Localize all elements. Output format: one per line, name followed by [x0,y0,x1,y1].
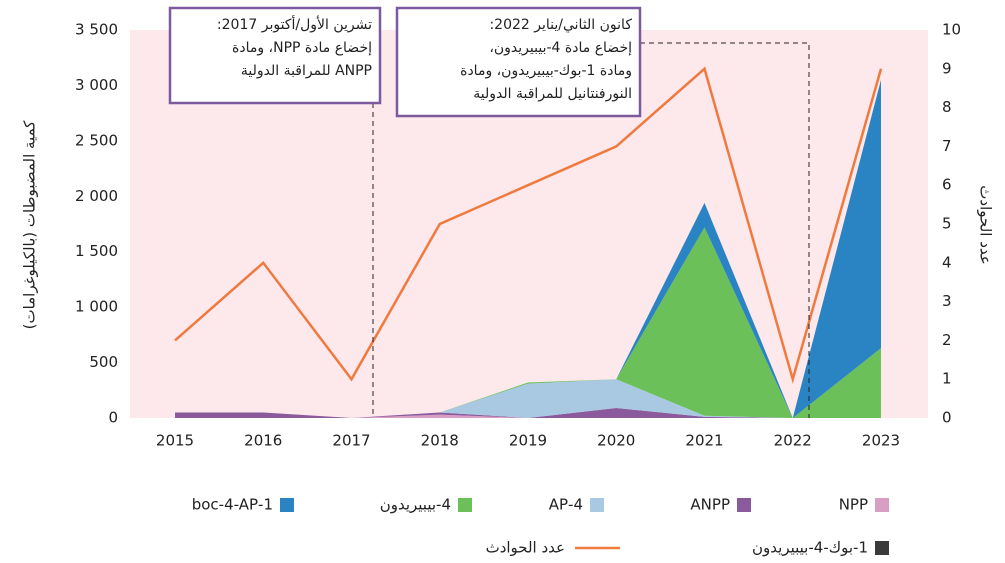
legend-swatch [458,498,472,512]
y2-tick-label: 9 [942,59,952,77]
annotation-text: ANPP للمراقبة الدولية [241,63,372,79]
legend-label: 4-بيبيريدون [380,496,451,514]
x-tick-label: 2016 [244,432,282,450]
y2-tick-label: 5 [942,215,952,233]
y-tick-label: 2 000 [75,187,118,205]
y2-tick-label: 1 [942,370,952,388]
y-tick-label: 500 [89,353,118,371]
y-tick-label: 3 500 [75,21,118,39]
x-tick-label: 2019 [509,432,547,450]
area [175,79,881,418]
annotation-text: النورفنتانيل للمراقبة الدولية [473,86,632,102]
y-tick-label: 0 [108,409,118,427]
y-tick-label: 1 000 [75,298,118,316]
legend-swatch [875,541,889,555]
x-tick-label: 2018 [421,432,459,450]
annotation-text: ومادة 1-بوك-بيبيريدون، ومادة [460,63,632,79]
y2-tick-label: 2 [942,331,952,349]
y2-axis-title: عدد الحوادث [977,185,995,264]
legend-swatch [875,498,889,512]
y2-tick-label: 8 [942,98,952,116]
legend-label: 4-AP [549,496,583,514]
legend-label: 1-boc-4-AP [192,496,273,514]
annotation-text: إخضاع مادة NPP، ومادة [232,40,372,56]
legend-swatch [280,498,294,512]
annotation-text: تشرين الأول/أكتوبر 2017: [217,15,372,33]
area [175,379,881,418]
x-tick-label: 2021 [685,432,723,450]
legend-label: ANPP [690,496,730,514]
y-axis-title: كمية المضبوطات (بالكيلوغرامات) [21,120,39,330]
legend-swatch [737,498,751,512]
x-tick-label: 2022 [774,432,812,450]
annotation-box [168,6,382,105]
y-tick-label: 2 500 [75,131,118,149]
area [175,408,881,418]
legend-label: 1-بوك-4-بيبيريدون [752,539,868,557]
annotation-box [395,6,642,118]
x-tick-label: 2023 [862,432,900,450]
annotation-leader [640,42,810,418]
y2-tick-label: 10 [942,21,961,39]
line [174,66,883,384]
legend-swatch [590,498,604,512]
area [175,227,881,418]
y2-tick-label: 7 [942,137,952,155]
y2-tick-label: 3 [942,292,952,310]
y-tick-label: 1 500 [75,242,118,260]
legend-label: عدد الحوادث [486,539,565,557]
y2-tick-label: 0 [942,409,952,427]
legend-label: NPP [839,496,868,514]
annotation-text: كانون الثاني/يناير 2022: [489,17,632,33]
y2-tick-label: 6 [942,176,952,194]
y-tick-label: 3 000 [75,76,118,94]
y2-tick-label: 4 [942,253,952,271]
annotation-text: إخضاع مادة 4-بيبيريدون، [489,40,632,56]
x-tick-label: 2020 [597,432,635,450]
x-tick-label: 2017 [332,432,370,450]
x-tick-label: 2015 [156,432,194,450]
